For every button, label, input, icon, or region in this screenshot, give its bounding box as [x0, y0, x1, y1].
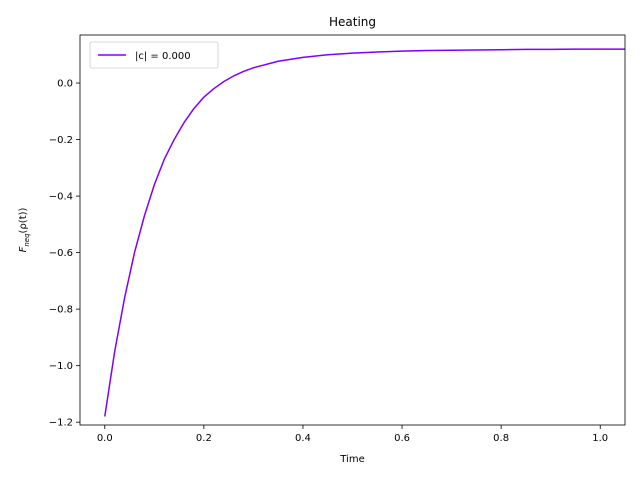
- x-axis-ticks: 0.0 0.2 0.4 0.6 0.8 1.0: [97, 425, 608, 444]
- series-line: [104, 48, 625, 417]
- chart-title: Heating: [329, 15, 376, 29]
- plot-frame: [79, 34, 626, 426]
- x-tick-label: 0.4: [295, 433, 311, 444]
- y-tick-label: −1.2: [49, 418, 73, 429]
- y-axis-ticks: −1.2 −1.0 −0.8 −0.6 −0.4 −0.2 0.0: [49, 79, 80, 429]
- series-layer: [104, 48, 625, 417]
- y-axis-label: Fneq(ρ(t)): [18, 207, 31, 252]
- y-tick-label: −0.6: [49, 248, 73, 259]
- y-tick-label: −0.4: [49, 192, 73, 203]
- y-tick-label: −0.8: [49, 305, 73, 316]
- x-tick-label: 0.8: [493, 433, 509, 444]
- y-tick-label: −1.0: [49, 361, 73, 372]
- legend: |c| = 0.000: [89, 41, 219, 69]
- x-tick-label: 1.0: [592, 433, 608, 444]
- legend-label: |c| = 0.000: [135, 51, 191, 62]
- x-tick-label: 0.0: [97, 433, 113, 444]
- y-tick-label: 0.0: [57, 79, 73, 90]
- y-tick-label: −0.2: [49, 135, 73, 146]
- legend-box: [89, 41, 219, 69]
- x-tick-label: 0.2: [196, 433, 212, 444]
- plot-area: [80, 35, 625, 425]
- x-tick-label: 0.6: [394, 433, 410, 444]
- x-axis-label: Time: [339, 454, 364, 465]
